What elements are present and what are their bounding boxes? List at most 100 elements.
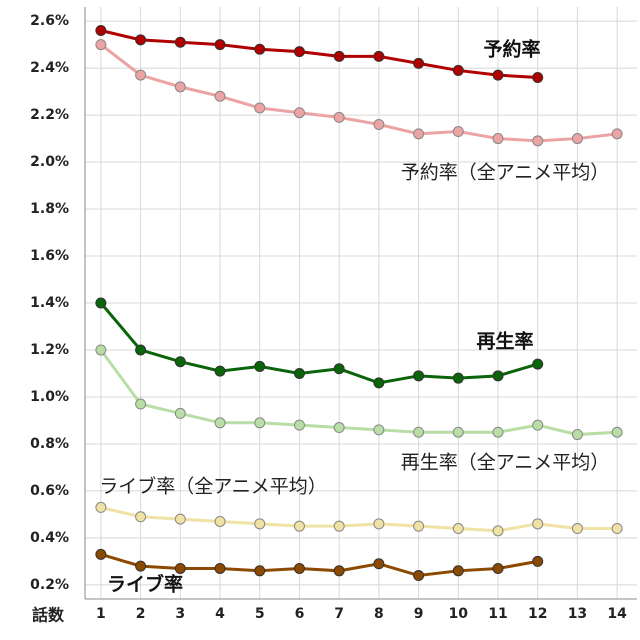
marker	[95, 501, 107, 513]
series-line	[99, 43, 618, 143]
marker	[571, 133, 583, 145]
marker	[174, 407, 186, 419]
x-tick-label: 10	[449, 606, 469, 622]
x-tick-label: 5	[255, 606, 265, 622]
marker	[254, 43, 266, 55]
marker	[135, 560, 147, 572]
marker	[571, 523, 583, 535]
marker	[611, 523, 623, 535]
series-label: 再生率	[476, 330, 533, 353]
marker	[452, 372, 464, 384]
series	[95, 24, 544, 83]
x-tick-label: 3	[175, 606, 185, 622]
marker	[373, 424, 385, 436]
marker	[95, 548, 107, 560]
marker	[214, 515, 226, 527]
marker	[135, 344, 147, 356]
x-tick-label: 8	[374, 606, 384, 622]
y-tick-label: 2.2%	[30, 107, 69, 123]
marker	[254, 360, 266, 372]
series-label: 予約率（全アニメ平均）	[401, 162, 610, 184]
marker	[413, 520, 425, 532]
marker	[135, 69, 147, 81]
marker	[293, 562, 305, 574]
marker	[214, 90, 226, 102]
marker	[413, 128, 425, 140]
series-line	[99, 349, 618, 437]
y-tick-label: 0.4%	[30, 530, 69, 546]
marker	[333, 363, 345, 375]
marker	[492, 370, 504, 382]
marker	[571, 429, 583, 441]
marker	[373, 118, 385, 130]
marker	[214, 39, 226, 51]
marker	[333, 111, 345, 123]
x-tick-label: 11	[488, 606, 507, 622]
series-label: 再生率（全アニメ平均）	[401, 452, 610, 474]
marker	[174, 81, 186, 93]
marker	[532, 71, 544, 83]
series	[95, 297, 544, 389]
marker	[413, 370, 425, 382]
marker	[95, 297, 107, 309]
series-label: ライブ率（全アニメ平均）	[99, 475, 327, 498]
series-line	[100, 505, 618, 533]
marker	[214, 365, 226, 377]
marker	[452, 64, 464, 76]
marker	[214, 562, 226, 574]
marker	[333, 565, 345, 577]
marker	[95, 24, 107, 36]
marker	[452, 426, 464, 438]
marker	[333, 50, 345, 62]
x-tick-label: 13	[568, 606, 587, 622]
marker	[135, 511, 147, 523]
marker	[95, 39, 107, 51]
marker	[293, 46, 305, 58]
x-tick-label: 6	[295, 606, 305, 622]
series-line	[99, 302, 539, 385]
y-tick-label: 1.8%	[30, 201, 69, 217]
marker	[413, 426, 425, 438]
marker	[492, 133, 504, 145]
y-tick-label: 1.2%	[30, 342, 69, 358]
marker	[492, 562, 504, 574]
marker	[611, 426, 623, 438]
marker	[333, 520, 345, 532]
series	[95, 344, 623, 441]
marker	[333, 422, 345, 434]
marker	[293, 107, 305, 119]
marker	[254, 417, 266, 429]
marker	[532, 358, 544, 370]
marker	[452, 126, 464, 138]
marker	[452, 523, 464, 535]
marker	[492, 69, 504, 81]
series-line	[100, 552, 538, 578]
series-label: 予約率	[483, 38, 540, 61]
x-tick-label: 7	[334, 606, 344, 622]
marker	[452, 565, 464, 577]
marker	[135, 34, 147, 46]
y-tick-label: 2.0%	[30, 154, 69, 170]
y-tick-label: 1.6%	[30, 248, 69, 264]
marker	[413, 570, 425, 582]
x-axis-label: 話数	[32, 606, 65, 625]
marker	[532, 518, 544, 530]
marker	[373, 558, 385, 570]
marker	[254, 102, 266, 114]
y-tick-label: 0.8%	[30, 436, 69, 452]
x-tick-label: 2	[136, 606, 146, 622]
marker	[293, 520, 305, 532]
y-tick-label: 2.6%	[30, 13, 69, 29]
x-tick-label: 12	[528, 606, 547, 622]
marker	[174, 36, 186, 48]
marker	[293, 367, 305, 379]
x-tick-label: 1	[96, 606, 106, 622]
series	[95, 548, 544, 582]
marker	[532, 419, 544, 431]
marker	[254, 518, 266, 530]
y-tick-label: 0.6%	[30, 483, 69, 499]
x-tick-label: 9	[414, 606, 424, 622]
series	[95, 39, 623, 147]
marker	[492, 525, 504, 537]
